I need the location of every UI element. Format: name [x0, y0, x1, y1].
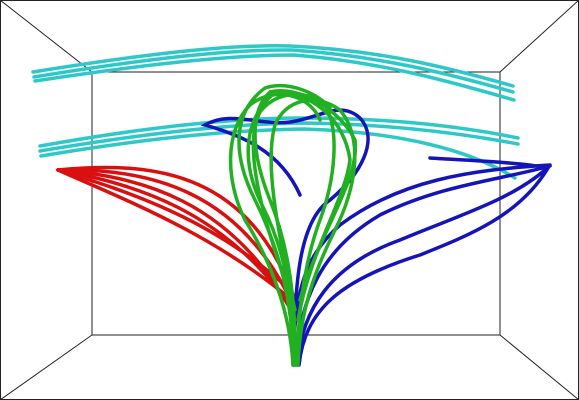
edge — [500, 335, 579, 400]
streamline-view — [0, 0, 579, 400]
edge — [0, 335, 92, 400]
tube — [271, 100, 355, 365]
edge — [500, 0, 579, 72]
tube — [299, 158, 548, 365]
body: {} — [0, 0, 579, 400]
edge — [0, 0, 92, 72]
page: html, body { margin: 0; padding: 0; back… — [0, 0, 579, 400]
